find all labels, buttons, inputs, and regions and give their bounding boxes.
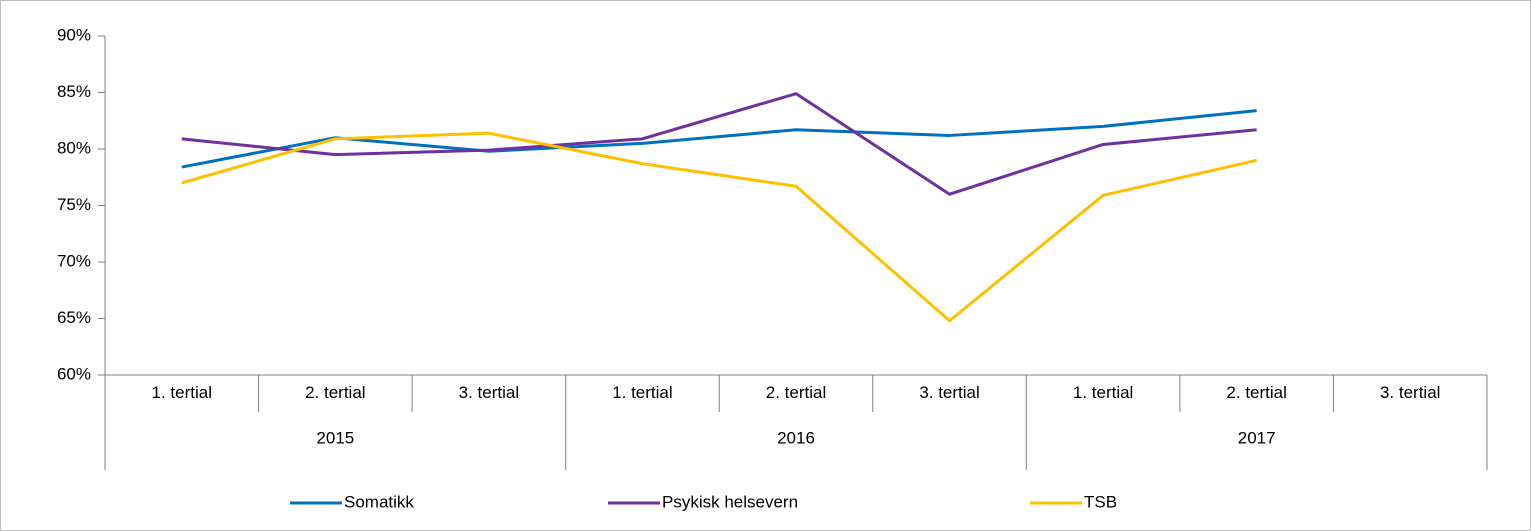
legend-label: TSB <box>1084 492 1117 511</box>
x-tick-label: 3. tertial <box>1380 383 1440 402</box>
y-tick-label: 75% <box>57 195 91 214</box>
group-label: 2015 <box>316 428 354 447</box>
legend-label: Psykisk helsevern <box>662 492 798 511</box>
y-tick-label: 70% <box>57 251 91 270</box>
group-label: 2017 <box>1238 428 1276 447</box>
group-label: 2016 <box>777 428 815 447</box>
x-tick-label: 3. tertial <box>459 383 519 402</box>
y-tick-label: 85% <box>57 82 91 101</box>
x-tick-label: 2. tertial <box>1226 383 1286 402</box>
series-line <box>181 131 1258 323</box>
y-tick-label: 60% <box>57 364 91 383</box>
y-tick-label: 80% <box>57 138 91 157</box>
x-tick-label: 1. tertial <box>152 383 212 402</box>
y-tick-label: 90% <box>57 25 91 44</box>
x-tick-label: 2. tertial <box>766 383 826 402</box>
x-tick-label: 3. tertial <box>919 383 979 402</box>
x-tick-label: 2. tertial <box>305 383 365 402</box>
x-tick-label: 1. tertial <box>612 383 672 402</box>
series-line <box>181 92 1257 196</box>
y-tick-label: 65% <box>57 308 91 327</box>
x-tick-label: 1. tertial <box>1073 383 1133 402</box>
legend-label: Somatikk <box>344 492 414 511</box>
series-line <box>181 109 1257 169</box>
